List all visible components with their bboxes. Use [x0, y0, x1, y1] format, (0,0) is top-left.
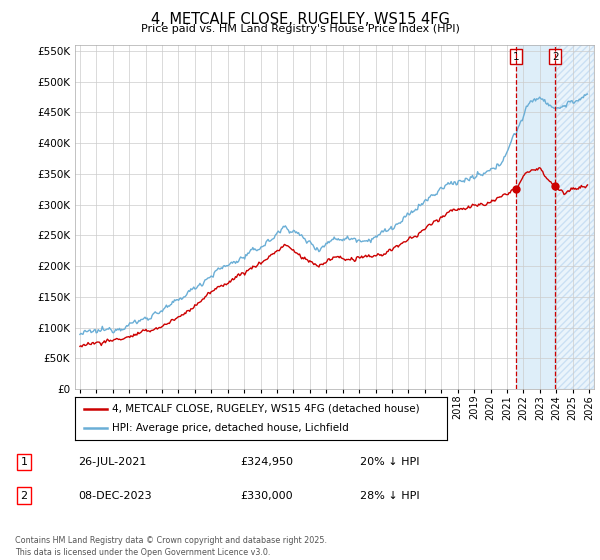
Text: 20% ↓ HPI: 20% ↓ HPI [360, 457, 419, 467]
Text: 1: 1 [513, 52, 520, 62]
Text: 08-DEC-2023: 08-DEC-2023 [78, 491, 152, 501]
Bar [555, 45, 594, 389]
Bar [517, 45, 555, 389]
Text: £330,000: £330,000 [240, 491, 293, 501]
Text: £324,950: £324,950 [240, 457, 293, 467]
Text: Contains HM Land Registry data © Crown copyright and database right 2025.
This d: Contains HM Land Registry data © Crown c… [15, 536, 327, 557]
Text: 4, METCALF CLOSE, RUGELEY, WS15 4FG (detached house): 4, METCALF CLOSE, RUGELEY, WS15 4FG (det… [112, 404, 420, 413]
Text: 1: 1 [20, 457, 28, 467]
Text: HPI: Average price, detached house, Lichfield: HPI: Average price, detached house, Lich… [112, 423, 349, 433]
Text: 2: 2 [552, 52, 559, 62]
Text: 4, METCALF CLOSE, RUGELEY, WS15 4FG: 4, METCALF CLOSE, RUGELEY, WS15 4FG [151, 12, 449, 27]
Text: 28% ↓ HPI: 28% ↓ HPI [360, 491, 419, 501]
Text: 26-JUL-2021: 26-JUL-2021 [78, 457, 146, 467]
Text: 2: 2 [20, 491, 28, 501]
Text: Price paid vs. HM Land Registry's House Price Index (HPI): Price paid vs. HM Land Registry's House … [140, 24, 460, 34]
